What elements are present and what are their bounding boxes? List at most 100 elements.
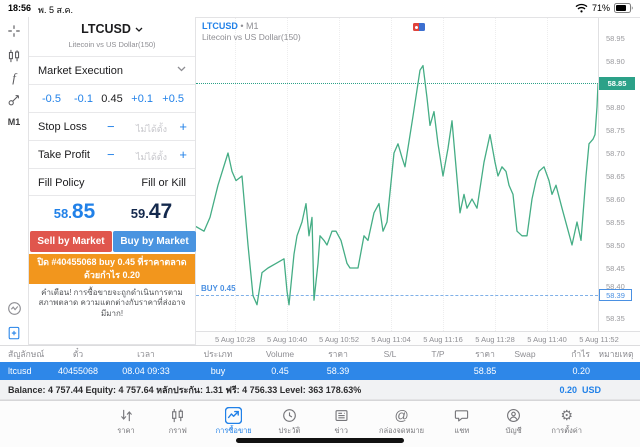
battery-percent: 71% [591,3,610,13]
y-axis-label: 58.65 [606,172,625,181]
buy-price-tag: 58.39 [599,289,632,301]
timeframe-button[interactable]: M1 [7,117,21,127]
y-axis-label: 58.55 [606,218,625,227]
cell-volume: 0.45 [271,366,289,376]
take-profit-row: Take Profit − ไม่ได้ตั้ง + [29,141,195,169]
chevron-down-icon [135,27,143,32]
chart-subtitle: Litecoin vs US Dollar(150) [202,32,301,42]
volume-inc-big-button[interactable]: +0.5 [162,93,184,105]
nav-label: ราคา [117,426,135,435]
col-header-profit: กำไร [571,349,590,359]
x-axis-label: 5 Aug 10:52 [318,335,360,344]
volume-dec-small-button[interactable]: -0.1 [74,93,93,105]
status-date: พ. 5 ส.ค. [38,5,73,15]
gridline [235,18,236,331]
cell-open-price: 58.39 [326,366,350,376]
x-axis-label: 5 Aug 10:28 [214,335,256,344]
y-axis-label: 58.70 [606,149,625,158]
cell-symbol: ltcusd [8,366,32,376]
wifi-icon [575,3,588,13]
current-price-line [196,83,598,84]
crosshair-icon[interactable] [0,21,28,41]
price-axis[interactable]: 58.95 58.90 58.80 58.75 58.70 58.65 58.6… [598,18,640,331]
quick-trade-icon[interactable] [0,298,28,318]
y-axis-label: 58.90 [606,57,625,66]
candlestick-chart-icon [170,406,185,424]
chart-plot-area[interactable]: LTCUSD • M1 Litecoin vs US Dollar(150) B… [196,18,598,331]
account-summary-text: Balance: 4 757.44 Equity: 4 757.64 หลักป… [8,384,362,395]
col-header-type: ประเภท [203,349,233,359]
gridline [547,18,548,331]
col-header-ticket: ตั๋ว [72,349,84,359]
at-sign-icon: @ [394,407,409,423]
nav-tab-history[interactable]: ประวัติ [275,406,303,437]
sell-by-market-button[interactable]: Sell by Market [30,231,112,252]
buy-by-market-button[interactable]: Buy by Market [113,231,196,252]
cell-profit: 0.20 [572,366,590,376]
volume-value[interactable]: 0.45 [101,93,123,105]
nav-label: บัญชี [505,426,522,435]
stop-loss-plus-button[interactable]: + [179,119,187,134]
quotes-arrows-icon [119,406,134,424]
stop-loss-label: Stop Loss [38,121,87,133]
nav-tab-trade[interactable]: การซื้อขาย [216,406,252,437]
table-header-row: สัญลักษณ์ ตั๋ว เวลา ประเภท Volume ราคา S… [0,345,640,362]
nav-tab-chat[interactable]: แชท [448,406,476,437]
nav-tab-charts[interactable]: กราฟ [164,406,192,437]
gridline [287,18,288,331]
x-axis-label: 5 Aug 11:16 [423,335,463,344]
stop-loss-minus-button[interactable]: − [107,119,115,134]
close-position-banner[interactable]: ปิด #40455068 buy 0.45 ที่ราคาตลาดด้วยกำ… [29,254,195,284]
volume-inc-small-button[interactable]: +0.1 [131,93,153,105]
nav-tab-news[interactable]: ข่าว [327,406,355,437]
nav-label: แชท [454,426,470,435]
nav-label: การตั้งค่า [551,426,582,435]
home-indicator[interactable] [236,438,404,443]
account-person-icon [506,406,521,424]
position-row-selected[interactable]: ltcusd 40455068 08.04 09:33 buy 0.45 58.… [0,362,640,380]
bottom-nav-bar: ราคา กราฟ การซื้อขาย ประวัติ [0,400,640,447]
order-type-value: Market Execution [38,65,123,77]
nav-tab-quotes[interactable]: ราคา [112,406,140,437]
x-axis-label: 5 Aug 10:40 [266,335,308,344]
y-axis-label: 58.95 [606,34,625,43]
take-profit-plus-button[interactable]: + [179,147,187,162]
nav-label: กราฟ [168,426,187,435]
col-header-open-price: ราคา [328,349,348,359]
col-header-symbol: สัญลักษณ์ [8,349,45,359]
cell-current-price: 58.85 [473,366,497,376]
take-profit-minus-button[interactable]: − [107,147,115,162]
order-type-select[interactable]: Market Execution [29,57,195,85]
col-header-tp: T/P [431,349,445,359]
gridline [495,18,496,331]
nav-tab-settings[interactable]: ⚙ การตั้งค่า [551,406,582,437]
volume-dec-big-button[interactable]: -0.5 [42,93,61,105]
y-axis-label: 58.35 [606,314,625,323]
col-header-volume: Volume [265,349,295,359]
new-order-icon[interactable] [0,323,28,343]
take-profit-field[interactable]: ไม่ได้ตั้ง [135,152,168,162]
price-line-chart [196,64,598,306]
col-header-current-price: ราคา [475,349,495,359]
nav-tab-accounts[interactable]: บัญชี [500,406,528,437]
nav-tab-mailbox[interactable]: @ กล่องจดหมาย [379,406,424,437]
x-axis-label: 5 Aug 11:04 [371,335,411,344]
objects-icon[interactable] [0,90,28,110]
functions-icon[interactable]: f [12,70,16,85]
price-chart: LTCUSD • M1 Litecoin vs US Dollar(150) B… [196,17,640,346]
y-axis-label: 58.45 [606,264,625,273]
order-symbol-header[interactable]: LTCUSD Litecoin vs US Dollar(150) [29,17,195,57]
y-axis-label: 58.60 [606,195,625,204]
ask-price: 59.47 [130,200,173,223]
account-profit-currency: USD [581,385,601,395]
y-axis-label: 58.40 [606,282,625,291]
stop-loss-field[interactable]: ไม่ได้ตั้ง [135,124,168,134]
nav-label: ข่าว [334,426,349,435]
fill-policy-select[interactable]: Fill Policy Fill or Kill [29,169,195,196]
account-profit: 0.20 USD [559,385,601,395]
time-axis[interactable]: 5 Aug 10:28 5 Aug 10:40 5 Aug 10:52 5 Au… [196,331,640,346]
fill-policy-label: Fill Policy [38,177,85,189]
bid-price: 58.85 [53,200,96,223]
chevron-down-icon [177,66,186,72]
indicators-candles-icon[interactable] [0,46,28,66]
